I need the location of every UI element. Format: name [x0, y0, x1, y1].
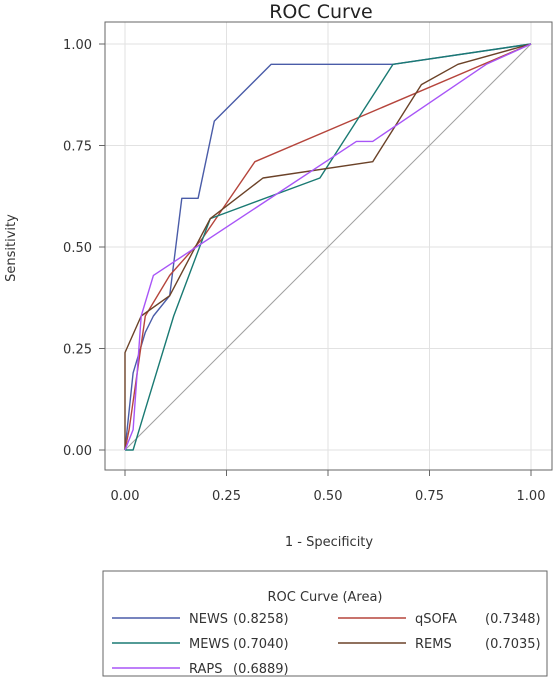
legend-label-mews: MEWS [189, 637, 230, 652]
y-tick-label: 0.75 [63, 140, 92, 155]
x-tick-label: 0.25 [212, 489, 241, 504]
reference-diagonal-line [124, 43, 532, 451]
x-tick-label: 1.00 [517, 489, 546, 504]
y-axis-label: Sensitivity [4, 214, 19, 282]
legend-area-raps: (0.6889) [233, 662, 289, 677]
legend-title: ROC Curve (Area) [267, 590, 382, 605]
legend-area-qsofa: (0.7348) [485, 612, 541, 627]
legend-area-news: (0.8258) [233, 612, 289, 627]
y-tick-label: 0.50 [63, 241, 92, 256]
x-axis-label: 1 - Specificity [285, 535, 374, 550]
y-tick-label: 1.00 [63, 38, 92, 53]
gridlines [105, 22, 552, 470]
legend-label-raps: RAPS [189, 662, 223, 677]
legend-label-rems: REMS [415, 637, 452, 652]
series-line-news [124, 43, 532, 451]
x-axis-ticks: 0.00 0.25 0.50 0.75 1.00 [111, 470, 546, 504]
legend-area-mews: (0.7040) [233, 637, 289, 652]
x-tick-label: 0.75 [415, 489, 444, 504]
series-lines [124, 43, 532, 451]
chart-title: ROC Curve [269, 1, 373, 23]
legend-frame [102, 570, 548, 677]
series-line-rems [124, 43, 532, 450]
legend-area-rems: (0.7035) [485, 637, 541, 652]
series-line-mews [125, 43, 532, 451]
x-tick-label: 0.50 [314, 489, 343, 504]
legend-label-news: NEWS [189, 612, 228, 627]
y-tick-label: 0.00 [63, 444, 92, 459]
series-line-raps [124, 43, 532, 451]
y-axis-ticks: 0.00 0.25 0.50 0.75 1.00 [63, 38, 105, 459]
series-line-qsofa [124, 43, 532, 451]
legend-items: NEWS (0.8258) qSOFA (0.7348) MEWS (0.7040) REM… [112, 612, 541, 677]
x-tick-label: 0.00 [111, 489, 140, 504]
legend-label-qsofa: qSOFA [415, 612, 457, 627]
legend: ROC Curve (Area) NEWS (0.8258) qSOFA (0.734… [102, 570, 548, 677]
y-tick-label: 0.25 [63, 343, 92, 358]
